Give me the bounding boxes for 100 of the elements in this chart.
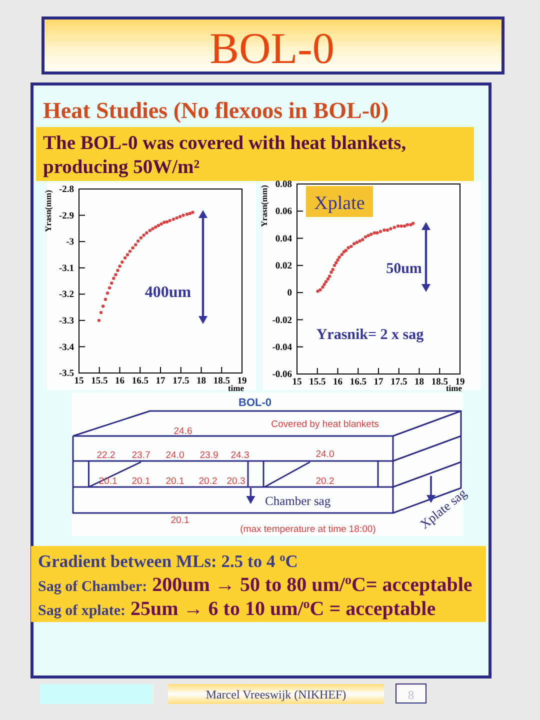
text: Heat Studies (No flexoos in BOL-0) <box>43 98 389 123</box>
x-tick-label: 16.5 <box>350 378 367 388</box>
point <box>101 304 105 308</box>
point <box>134 243 138 246</box>
text: 20.2 <box>198 476 218 487</box>
point <box>400 224 403 228</box>
point <box>409 223 412 226</box>
point <box>332 264 336 268</box>
point <box>99 310 103 314</box>
point <box>175 216 178 220</box>
text: 23.7 <box>132 450 150 461</box>
point <box>108 286 112 290</box>
y-tick-label: -3.3 <box>58 316 74 326</box>
text: 200um → 50 to 80 um/$^{o}$C= acceptable <box>152 572 472 596</box>
text: Marcel Vreeswijk (NIKHEF) <box>206 688 346 702</box>
point <box>142 234 146 237</box>
annotation: 400um <box>144 284 192 301</box>
point <box>131 246 134 250</box>
text: 20.3 <box>226 476 246 487</box>
text: 20.1 <box>132 476 150 487</box>
text: Sag of xplate: <box>38 603 126 619</box>
text: 24.0 <box>316 449 334 460</box>
x-tick-label: 18 <box>196 376 206 387</box>
point <box>156 224 160 228</box>
text: 25um → 6 to 10 um/$^{o}$C = acceptable <box>130 596 436 620</box>
y-tick-label: 0.02 <box>275 261 292 272</box>
y-tick-label: -2.8 <box>58 185 74 196</box>
point <box>154 226 158 229</box>
point <box>338 256 341 259</box>
point <box>402 224 406 228</box>
text: 20.1 <box>170 515 190 526</box>
point <box>123 256 127 260</box>
x-tick-label: 17 <box>156 376 166 387</box>
x-tick-label: 16 <box>115 376 125 387</box>
point <box>370 232 373 236</box>
point <box>104 298 108 301</box>
point <box>126 253 130 256</box>
point <box>372 231 376 234</box>
text: BOL-0 <box>238 397 272 409</box>
point <box>350 244 353 248</box>
y-tick-label: -3.1 <box>58 264 74 274</box>
point <box>318 288 322 292</box>
y-tick-label: -3.4 <box>58 342 74 353</box>
x-tick-label: 18.5 <box>213 376 230 387</box>
point <box>355 240 358 244</box>
y-tick-label: 0.08 <box>275 180 292 190</box>
point <box>139 236 143 240</box>
text: Covered by heat blankets <box>271 419 380 430</box>
point <box>361 238 364 242</box>
y-tick-label: -2.9 <box>58 211 74 222</box>
point <box>382 228 386 232</box>
x-tick-label: 15 <box>292 378 302 388</box>
annotation: 50um <box>386 261 422 277</box>
point <box>162 220 166 224</box>
point <box>148 228 152 232</box>
point <box>358 239 362 243</box>
point <box>389 227 392 230</box>
point <box>366 234 370 238</box>
annotation: Xplate <box>314 193 365 214</box>
x-tick-label: 16 <box>333 378 343 388</box>
text: Sag of Chamber: <box>38 579 148 595</box>
point <box>151 227 154 230</box>
x-tick-label: 15 <box>74 376 84 387</box>
text: 23.9 <box>200 450 218 461</box>
point <box>392 226 396 230</box>
annotation: Yrasnik= 2 x sag <box>316 327 424 343</box>
point <box>324 280 328 284</box>
point <box>128 250 132 253</box>
text: Gradient between MLs: 2.5 to 4 $^{o}$C <box>38 551 298 571</box>
point <box>178 215 182 218</box>
x-tick-label: 17.5 <box>172 376 190 387</box>
point <box>331 268 334 272</box>
point <box>322 282 326 286</box>
text: (max temperature at time 18:00) <box>240 524 376 535</box>
y-axis-title: Yrasn(mm) <box>43 190 53 232</box>
text: 20.1 <box>98 476 118 487</box>
text: 24.0 <box>166 450 184 461</box>
text: 24.3 <box>230 450 250 461</box>
point <box>97 318 101 322</box>
point <box>321 286 324 289</box>
point <box>182 214 185 217</box>
point <box>165 220 169 224</box>
text: BOL-0 <box>210 24 334 73</box>
point <box>352 242 356 246</box>
point <box>378 230 382 234</box>
point <box>120 260 124 264</box>
x-tick-label: 19 <box>455 378 465 388</box>
y-tick-label: 0 <box>287 288 292 299</box>
y-tick-label: -3 <box>66 238 74 248</box>
text: 24.6 <box>174 426 192 437</box>
point <box>114 273 118 276</box>
point <box>340 252 344 256</box>
y-tick-label: -3.2 <box>58 290 74 300</box>
point <box>328 274 332 278</box>
y-tick-label: -3.5 <box>58 369 74 380</box>
x-tick-label: 16.5 <box>132 376 149 387</box>
x-tick-label: 18 <box>414 378 424 388</box>
text: 20.2 <box>316 476 334 487</box>
y-tick-label: 0.04 <box>275 234 292 244</box>
x-tick-label: 15.5 <box>91 376 108 387</box>
